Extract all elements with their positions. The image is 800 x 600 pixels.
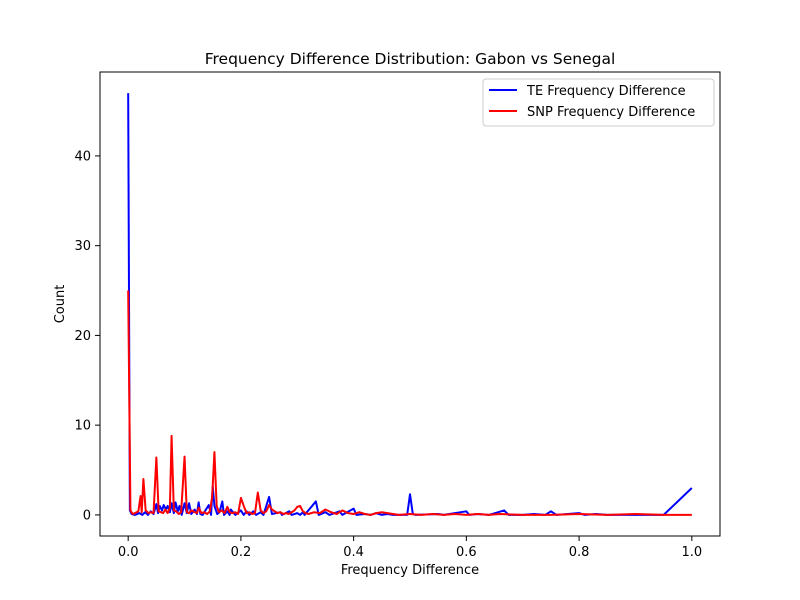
y-tick-label: 10 [74, 419, 91, 434]
x-tick-label: 0.4 [343, 545, 364, 560]
x-tick-label: 0.2 [231, 545, 252, 560]
y-tick-label: 20 [74, 329, 91, 344]
x-tick-label: 0.6 [456, 545, 477, 560]
chart-title: Frequency Difference Distribution: Gabon… [205, 50, 616, 68]
legend-box [482, 78, 715, 127]
legend-label-te: TE Frequency Difference [526, 84, 686, 99]
legend: TE Frequency Difference SNP Frequency Di… [482, 78, 715, 127]
y-tick-label: 40 [74, 149, 91, 164]
x-tick-label: 1.0 [681, 545, 702, 560]
legend-label-snp: SNP Frequency Difference [527, 105, 695, 120]
y-tick-label: 0 [83, 508, 91, 523]
y-axis-label: Count [53, 285, 68, 324]
series-layer [127, 93, 693, 516]
y-axis: 0 10 20 30 40 [74, 149, 100, 523]
x-axis-label: Frequency Difference [341, 563, 479, 578]
plot-area [99, 71, 721, 537]
series-line-te [127, 93, 693, 516]
series-line-snp [127, 290, 692, 516]
x-axis: 0.0 0.2 0.4 0.6 0.8 1.0 [118, 536, 702, 560]
y-tick-label: 30 [74, 239, 91, 254]
x-tick-label: 0.8 [569, 545, 590, 560]
x-tick-label: 0.0 [118, 545, 139, 560]
plot-frame [99, 71, 721, 537]
